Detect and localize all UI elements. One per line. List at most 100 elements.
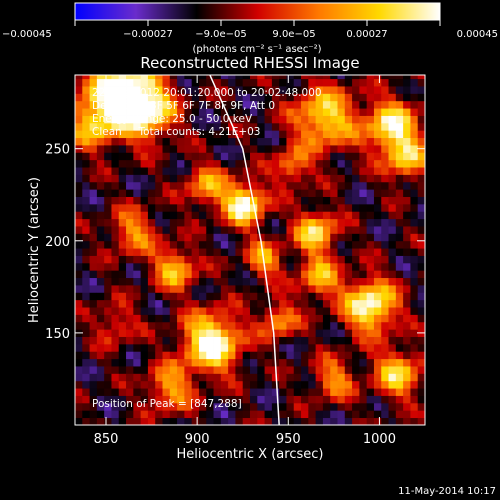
heatmap-cell	[381, 152, 389, 161]
heatmap-cell	[381, 78, 389, 87]
heatmap-cell	[395, 181, 404, 190]
heatmap-cell	[235, 78, 244, 87]
heatmap-cell	[133, 130, 142, 139]
heatmap-cell	[359, 152, 368, 161]
heatmap-cell	[315, 100, 324, 109]
heatmap-cell	[169, 402, 178, 411]
heatmap-cell	[184, 343, 193, 352]
heatmap-cell	[264, 351, 273, 360]
heatmap-cell	[89, 130, 98, 139]
heatmap-cell	[395, 137, 404, 146]
heatmap-cell	[293, 366, 302, 374]
heatmap-cell	[75, 402, 83, 411]
heatmap-cell	[301, 343, 309, 352]
heatmap-cell	[286, 417, 295, 425]
heatmap-cell	[410, 189, 419, 197]
colorbar: −0.00045 −0.00027 −9.0e−05 9.0e−05 0.00027 0.…	[2, 2, 498, 55]
heatmap-cell	[257, 329, 265, 337]
heatmap-cell	[315, 395, 324, 404]
heatmap-cell	[126, 233, 134, 242]
heatmap-cell	[228, 321, 236, 330]
heatmap-cell	[257, 262, 265, 271]
heatmap-cell	[293, 292, 302, 301]
heatmap-cell	[155, 233, 163, 242]
heatmap-cell	[395, 240, 404, 249]
heatmap-cell	[410, 358, 419, 367]
heatmap-cell	[169, 299, 178, 308]
heatmap-cell	[213, 100, 222, 109]
heatmap-cell	[322, 255, 331, 264]
heatmap-cell	[410, 307, 419, 315]
heatmap-cell	[177, 336, 185, 345]
heatmap-cell	[417, 211, 425, 220]
heatmap-cell	[352, 108, 360, 116]
heatmap-cell	[359, 145, 368, 153]
heatmap-cell	[271, 255, 280, 264]
heatmap-cell	[140, 115, 149, 124]
heatmap-cell	[301, 410, 309, 419]
heatmap-cell	[75, 167, 83, 175]
heatmap-cell	[140, 358, 149, 367]
heatmap-cell	[315, 255, 324, 264]
heatmap-cell	[264, 343, 273, 352]
heatmap-cell	[82, 270, 90, 279]
heatmap-cell	[155, 336, 163, 345]
heatmap-cell	[75, 343, 83, 352]
heatmap-cell	[257, 75, 265, 80]
heatmap-cell	[213, 417, 222, 425]
heatmap-cell	[301, 270, 309, 279]
heatmap-cell	[126, 130, 134, 139]
heatmap-cell	[308, 181, 317, 190]
heatmap-cell	[330, 130, 338, 139]
heatmap-cell	[264, 152, 273, 161]
heatmap-cell	[308, 292, 317, 301]
heatmap-cell	[264, 336, 273, 345]
heatmap-cell	[322, 388, 331, 396]
heatmap-cell	[89, 351, 98, 360]
heatmap-cell	[344, 115, 353, 124]
heatmap-cell	[308, 159, 317, 168]
heatmap-cell	[228, 262, 236, 271]
heatmap-cell	[388, 218, 397, 227]
heatmap-cell	[395, 299, 404, 308]
heatmap-cell	[191, 108, 200, 116]
heatmap-cell	[126, 336, 134, 345]
heatmap-cell	[381, 380, 389, 389]
heatmap-cell	[89, 255, 98, 264]
heatmap-cell	[308, 255, 317, 264]
heatmap-cell	[111, 270, 120, 279]
heatmap-cell	[337, 395, 346, 404]
heatmap-cell	[228, 395, 236, 404]
heatmap-cell	[352, 115, 360, 124]
heatmap-cell	[242, 299, 251, 308]
heatmap-cell	[264, 211, 273, 220]
heatmap-cell	[322, 417, 331, 425]
heatmap-cell	[337, 329, 346, 337]
heatmap-cell	[271, 314, 280, 323]
heatmap-cell	[264, 115, 273, 124]
heatmap-cell	[403, 218, 411, 227]
heatmap-cell	[104, 395, 112, 404]
heatmap-cell	[286, 159, 295, 168]
heatmap-cell	[104, 358, 112, 367]
heatmap-cell	[388, 181, 397, 190]
heatmap-cell	[344, 122, 353, 131]
heatmap-cell	[257, 174, 265, 183]
heatmap-cell	[322, 410, 331, 419]
heatmap-cell	[75, 262, 83, 271]
heatmap-cell	[191, 218, 200, 227]
heatmap-cell	[82, 226, 90, 234]
heatmap-cell	[75, 373, 83, 382]
heatmap-cell	[388, 233, 397, 242]
heatmap-cell	[381, 285, 389, 293]
heatmap-cell	[395, 93, 404, 102]
heatmap-cell	[169, 285, 178, 293]
heatmap-cell	[395, 203, 404, 212]
heatmap-cell	[417, 262, 425, 271]
heatmap-cell	[403, 358, 411, 367]
heatmap-cell	[250, 358, 258, 367]
heatmap-cell	[279, 329, 287, 337]
heatmap-cell	[177, 270, 185, 279]
heatmap-cell	[388, 108, 397, 116]
heatmap-cell	[198, 336, 207, 345]
